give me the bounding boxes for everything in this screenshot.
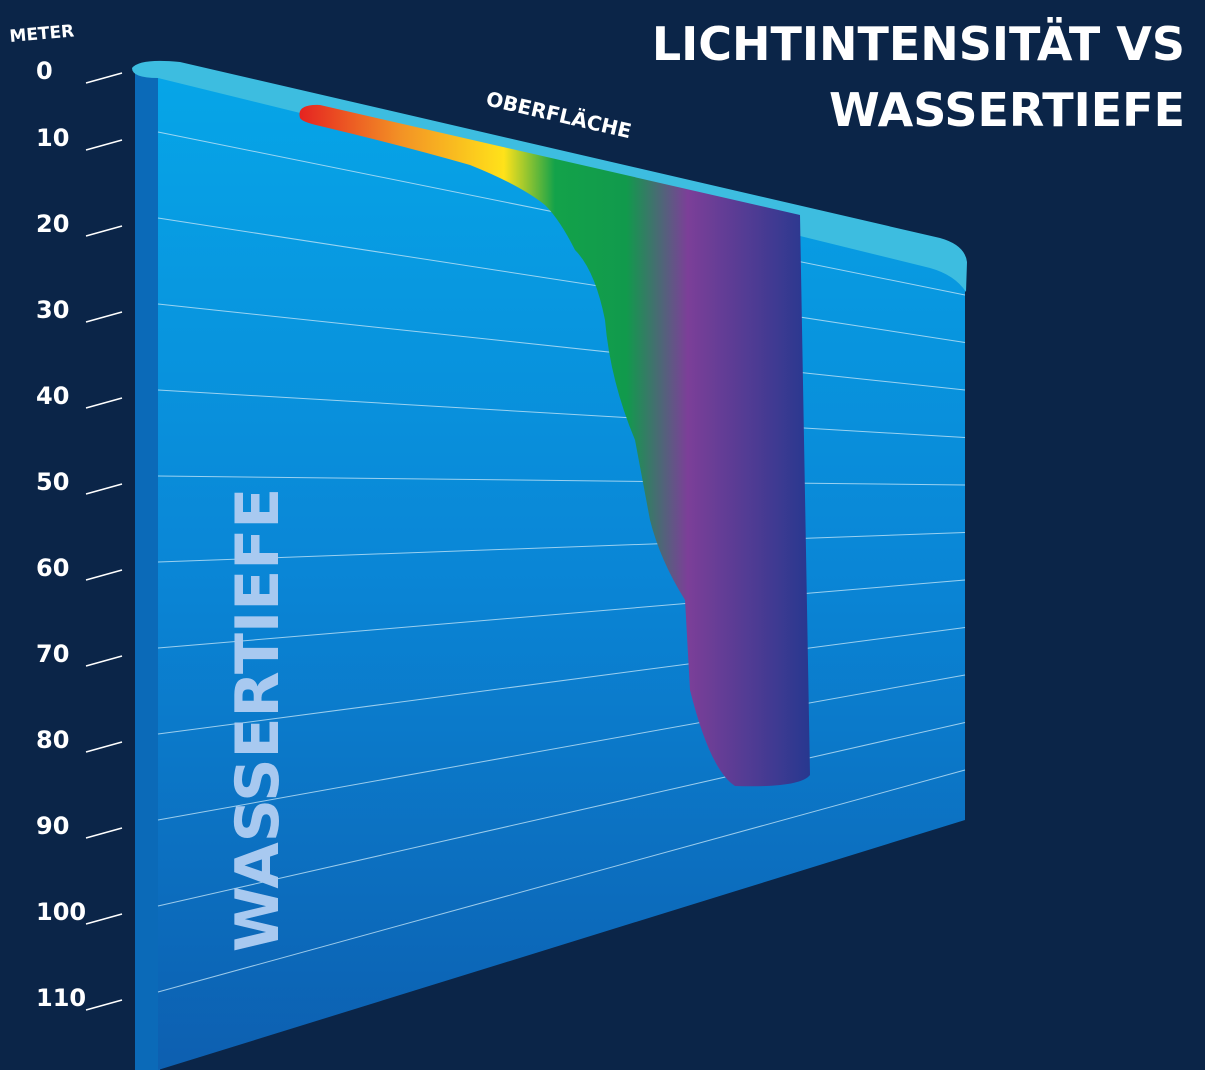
depth-label: 10 (36, 124, 69, 152)
tick-dash (85, 225, 123, 237)
depth-label: 30 (36, 296, 69, 324)
depth-label: 90 (36, 812, 69, 840)
depth-label: 70 (36, 640, 69, 668)
tick-dash (85, 741, 123, 753)
axis-label: WASSERTIEFE (223, 488, 293, 952)
depth-label: 0 (36, 57, 53, 85)
depth-line (157, 627, 966, 735)
tick-dash (85, 311, 123, 323)
depth-label: 20 (36, 210, 69, 238)
tick-dash (85, 483, 123, 495)
tick-dash (85, 655, 123, 667)
title-line: LICHTINTENSITÄT VS (652, 17, 1185, 71)
depth-label: 60 (36, 554, 69, 582)
tick-dash (85, 397, 123, 409)
tick-dash (85, 827, 123, 839)
water-side (135, 70, 160, 1070)
light-spectrum (299, 104, 810, 787)
depth-line (157, 217, 966, 343)
tick-dash (85, 999, 123, 1011)
depth-line (157, 579, 966, 649)
title-line: WASSERTIEFE (829, 83, 1185, 137)
depth-line (157, 389, 966, 438)
depth-line (157, 532, 966, 563)
depth-line (157, 722, 966, 907)
depth-line (157, 303, 966, 391)
depth-line (157, 674, 966, 821)
tick-dash (85, 139, 123, 151)
depth-label: 100 (36, 898, 86, 926)
depth-line (157, 475, 966, 486)
tick-dash (85, 72, 123, 84)
depth-label: 40 (36, 382, 69, 410)
depth-label: 80 (36, 726, 69, 754)
tick-dash (85, 569, 123, 581)
tick-dash (85, 913, 123, 925)
depth-label: 50 (36, 468, 69, 496)
depth-label: 110 (36, 984, 86, 1012)
depth-line (157, 769, 966, 993)
